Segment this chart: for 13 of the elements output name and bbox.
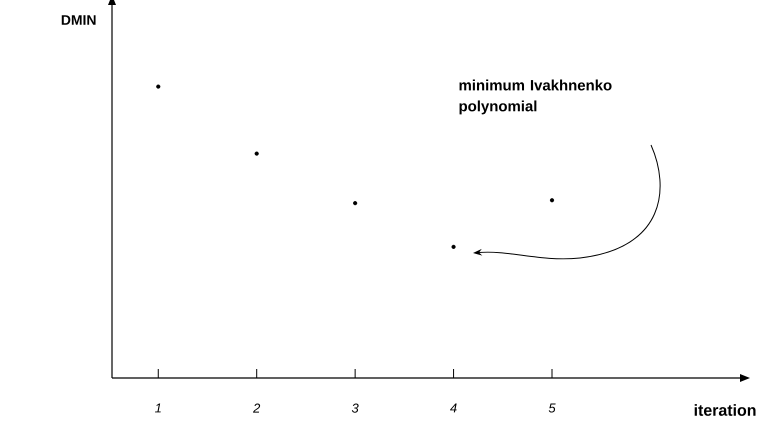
x-axis-title: iteration [694,404,756,416]
annotation: minimum Ivakhnenko polynomial [460,80,612,114]
y-axis-title: DMIN [62,15,96,25]
x-tick-label: 2 [253,404,260,413]
point [353,201,358,206]
point [451,244,456,249]
point [156,84,160,89]
x-tick-label: 1 [154,404,161,412]
point [254,152,259,156]
x-tick-label: 3 [352,404,359,413]
x-tick-label: 4 [450,404,457,412]
x-tick-label: 5 [548,404,556,413]
point [550,198,554,202]
